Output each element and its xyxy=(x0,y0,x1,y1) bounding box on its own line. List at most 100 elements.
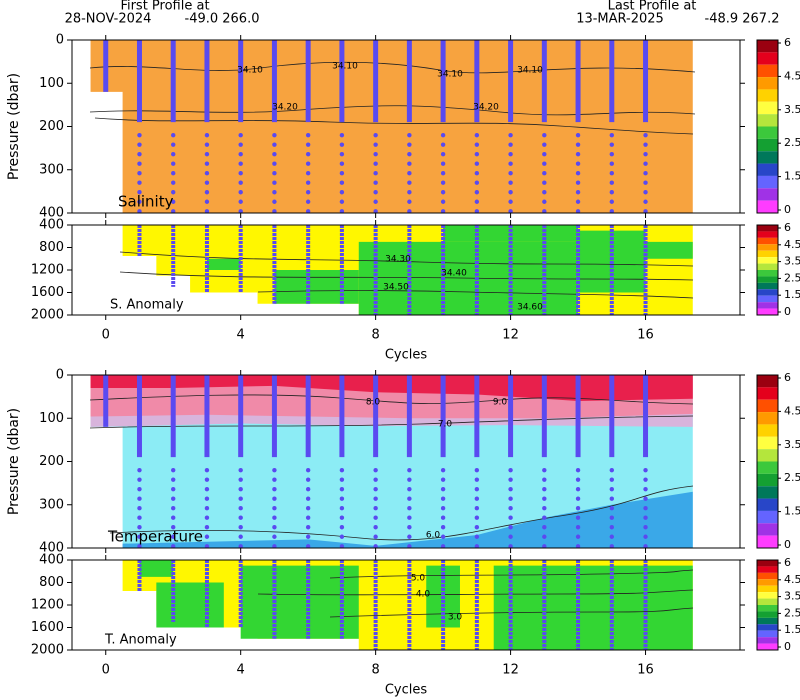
profile-dot xyxy=(204,496,210,501)
profile-dot xyxy=(508,151,513,157)
profile-dot xyxy=(238,506,243,511)
profile-dot xyxy=(171,534,176,539)
y-tick-label: 400 xyxy=(39,541,64,556)
colorbar-band xyxy=(757,126,778,139)
profile-dot xyxy=(440,190,446,195)
profile-dot xyxy=(272,506,277,511)
profile-dot xyxy=(373,161,378,166)
profile-dot xyxy=(305,506,311,511)
profile-dot xyxy=(272,525,277,530)
profile-dot xyxy=(609,151,614,157)
profile-dot xyxy=(373,190,378,195)
x-axis-label: Cycles xyxy=(385,683,428,698)
profile-dot xyxy=(171,506,176,511)
profile-dot xyxy=(238,209,243,214)
colorbar-band xyxy=(757,40,778,53)
profile-dot xyxy=(171,486,176,492)
profile-dot xyxy=(508,209,513,214)
profile-dot xyxy=(373,534,378,539)
field-region xyxy=(90,40,693,213)
contour-line xyxy=(89,61,696,74)
profile-dot xyxy=(238,142,243,147)
contour-label: 34.60 xyxy=(517,303,543,313)
colorbar-tick-label: 3.5 xyxy=(784,438,800,451)
colorbar-tick-label: 0 xyxy=(784,203,791,216)
y-tick-label: 800 xyxy=(39,575,64,590)
y-tick-label: 200 xyxy=(39,119,64,134)
profile-dot xyxy=(339,534,345,539)
profile-dot xyxy=(238,515,243,520)
profile-dot xyxy=(474,467,480,473)
field-region xyxy=(645,241,693,259)
profile-dot xyxy=(575,151,581,157)
profile-dot xyxy=(575,486,581,492)
y-tick-label: 300 xyxy=(39,162,64,177)
profile-dot xyxy=(508,199,513,204)
profile-dot xyxy=(272,209,277,214)
colorbar-band xyxy=(757,64,778,78)
profile-dot xyxy=(440,477,446,482)
colorbar-band xyxy=(757,175,778,189)
colorbar-band xyxy=(757,461,778,474)
profile-dot xyxy=(609,190,614,195)
colorbar-band xyxy=(757,449,778,462)
profile-dot xyxy=(137,209,142,214)
profile-dot xyxy=(238,190,243,195)
panel-label: T. Anomaly xyxy=(104,633,177,648)
y-tick-label: 400 xyxy=(39,553,64,568)
field-region xyxy=(122,491,693,548)
contour-label: 34.20 xyxy=(272,103,298,113)
profile-dot xyxy=(407,525,412,530)
profile-dot xyxy=(407,171,412,176)
colorbar-band xyxy=(757,436,778,450)
last-profile-title: Last Profile at xyxy=(608,0,697,14)
panel: 400 800 1200 1600 2000 0 4 8 12 16 Cycles T. Anomal… xyxy=(31,553,800,698)
colorbar-tick-label: 3.5 xyxy=(784,255,800,268)
profile-dot xyxy=(373,467,378,473)
profile-dot xyxy=(137,161,142,166)
profile-dot xyxy=(643,506,648,511)
colorbar-band xyxy=(757,263,778,270)
panel-label: Temperature xyxy=(107,528,203,546)
colorbar-tick-label: 0 xyxy=(784,305,791,318)
colorbar-tick-label: 4.5 xyxy=(784,238,800,251)
colorbar-tick-label: 6 xyxy=(784,556,791,569)
profile-dot xyxy=(609,486,614,492)
profile-dot xyxy=(542,171,547,176)
profile-dot xyxy=(305,477,311,482)
profile-dot xyxy=(407,209,412,214)
field-region xyxy=(493,565,693,650)
colorbar-band xyxy=(757,237,778,245)
profile-dot xyxy=(204,467,210,473)
profile-dot xyxy=(643,477,648,482)
profile-dot xyxy=(643,486,648,492)
profile-dot xyxy=(373,199,378,204)
profile-dot xyxy=(440,467,446,473)
profile-dot xyxy=(238,199,243,204)
profile-dot xyxy=(643,132,648,138)
profile-dot xyxy=(542,534,547,539)
colorbar-tick-label: 0 xyxy=(784,538,791,551)
colorbar-band xyxy=(757,585,778,593)
colorbar-tick-label: 4.5 xyxy=(784,69,800,82)
colorbar-band xyxy=(757,200,778,213)
profile-dot xyxy=(171,132,176,138)
profile-dot xyxy=(339,151,345,157)
profile-dot xyxy=(643,515,648,520)
y-tick-label: 0 xyxy=(56,368,64,383)
colorbar-band xyxy=(757,592,778,599)
colorbar-band xyxy=(757,225,778,232)
colorbar-band xyxy=(757,250,778,258)
profile-dot xyxy=(339,486,345,492)
colorbar-band xyxy=(757,295,778,303)
profile-dot xyxy=(373,180,378,185)
profile-dot xyxy=(373,209,378,214)
profile-dot xyxy=(272,142,277,147)
contour-label: 34.10 xyxy=(437,70,463,80)
profile-dot xyxy=(204,486,210,492)
profile-dot xyxy=(204,132,210,138)
colorbar-band xyxy=(757,282,778,290)
y-tick-label: 400 xyxy=(39,206,64,221)
profile-dot xyxy=(643,209,648,214)
profile-dot xyxy=(272,171,277,176)
